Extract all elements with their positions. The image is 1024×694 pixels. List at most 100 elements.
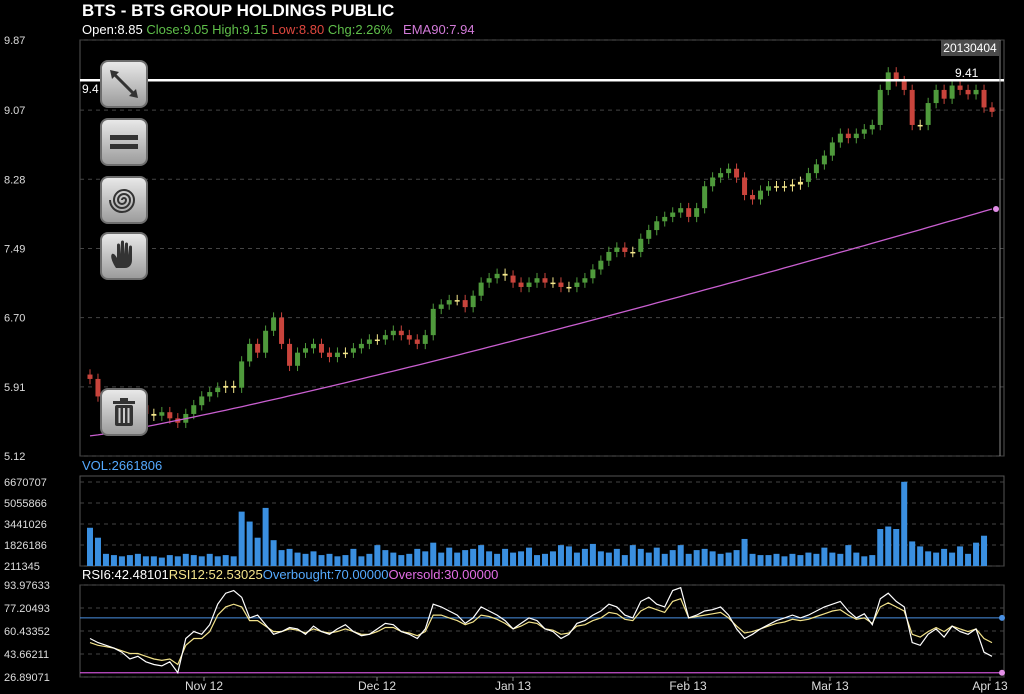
candle-body: [422, 335, 428, 344]
candle-body: [87, 374, 93, 379]
x-tick-label: Jan 13: [495, 679, 531, 693]
volume-bar: [214, 556, 221, 566]
candle-body: [989, 107, 995, 112]
overbought-label: Overbought:70.00000: [262, 567, 389, 582]
candle-body: [973, 89, 979, 95]
candle-body: [446, 300, 452, 305]
candle-body: [247, 343, 253, 362]
volume-bar: [749, 553, 756, 566]
volume-bar: [909, 541, 916, 566]
candle-body: [334, 352, 340, 358]
delete-drawing-button[interactable]: [100, 388, 148, 436]
candle-body: [430, 308, 436, 336]
volume-bar: [398, 555, 405, 566]
parallel-lines-button[interactable]: [100, 118, 148, 166]
candle-body: [630, 251, 636, 254]
volume-bar: [526, 547, 533, 566]
candle-body: [454, 300, 460, 302]
volume-bar: [789, 553, 796, 566]
candle-body: [901, 81, 907, 90]
candle-body: [598, 260, 604, 270]
price-tick-label: 6.70: [4, 313, 25, 325]
rsi-legend: RSI6:42.48101RSI12:52.53025Overbought:70…: [82, 567, 498, 582]
low-label: Low:: [271, 22, 299, 37]
volume-bar: [254, 537, 261, 566]
candle-body: [582, 278, 588, 283]
candle-body: [805, 173, 811, 182]
candle-body: [366, 339, 372, 344]
fibonacci-button[interactable]: [100, 176, 148, 224]
candle-body: [742, 177, 748, 196]
volume-bar: [462, 550, 469, 566]
crosshair-date: 20130404: [941, 40, 999, 56]
candle-body: [614, 247, 620, 252]
rsi-tick-label: 26.89071: [4, 672, 50, 684]
line-tool-button[interactable]: [100, 60, 148, 108]
volume-bar: [158, 557, 165, 566]
volume-tick-label: 211345: [4, 561, 40, 573]
volume-bar: [406, 553, 413, 566]
ema-label: EMA90:: [403, 22, 450, 37]
volume-bar: [917, 546, 924, 566]
price-tick-label: 8.28: [4, 174, 25, 186]
volume-bar: [933, 552, 940, 566]
rsi-tick-label: 93.97633: [4, 580, 50, 592]
hand-icon: [111, 240, 132, 268]
candle-body: [95, 378, 101, 397]
volume-bar: [438, 552, 445, 566]
x-tick-label: Dec 12: [358, 679, 396, 693]
volume-bar: [134, 553, 141, 566]
volume-bar: [829, 552, 836, 566]
candle-body: [534, 278, 540, 283]
volume-bar: [446, 547, 453, 566]
candle-body: [638, 238, 644, 252]
volume-bar: [358, 556, 365, 566]
candle-body: [821, 155, 827, 165]
rsi-tick-label: 77.20493: [4, 603, 50, 615]
volume-bar: [893, 529, 900, 566]
volume-bar: [757, 555, 764, 566]
hand-tool-button[interactable]: [100, 232, 148, 280]
candle-body: [606, 251, 612, 261]
candle-body: [694, 208, 700, 217]
volume-bar: [733, 550, 740, 566]
candle-body: [199, 396, 205, 406]
candle-body: [358, 343, 364, 349]
candle-body: [734, 168, 740, 178]
candle-body: [758, 190, 764, 200]
candle-body: [398, 330, 404, 336]
close-label: Close:: [146, 22, 184, 37]
candle-body: [662, 216, 668, 222]
volume-bar: [390, 552, 397, 566]
volume-bar: [182, 553, 189, 566]
candle-body: [766, 186, 771, 191]
volume-bar: [869, 555, 876, 566]
candle-body: [215, 387, 221, 393]
volume-bar: [949, 552, 956, 566]
volume-bar: [238, 511, 245, 566]
candle-body: [510, 275, 516, 283]
ema90-endpoint: [993, 206, 1000, 213]
candle-body: [271, 317, 277, 331]
volume-label: VOL:2661806: [82, 458, 163, 473]
candle-body: [255, 343, 261, 353]
low-value: 8.80: [298, 22, 325, 37]
candle-body: [191, 405, 197, 414]
volume-bar: [430, 542, 437, 566]
volume-bar: [797, 555, 804, 566]
candle-body: [390, 330, 396, 336]
candle-body: [151, 413, 157, 416]
volume-bar: [534, 555, 541, 566]
volume-bar: [885, 526, 892, 566]
volume-bar: [318, 555, 325, 566]
candle-body: [773, 186, 779, 188]
volume-tick-label: 1826186: [4, 540, 47, 552]
candle-body: [781, 186, 787, 188]
open-label: Open:: [82, 22, 118, 37]
volume-bar: [813, 553, 820, 566]
volume-bar: [981, 535, 988, 566]
volume-bar: [150, 556, 157, 566]
oversold-marker: [999, 669, 1005, 676]
volume-bar: [454, 552, 461, 566]
